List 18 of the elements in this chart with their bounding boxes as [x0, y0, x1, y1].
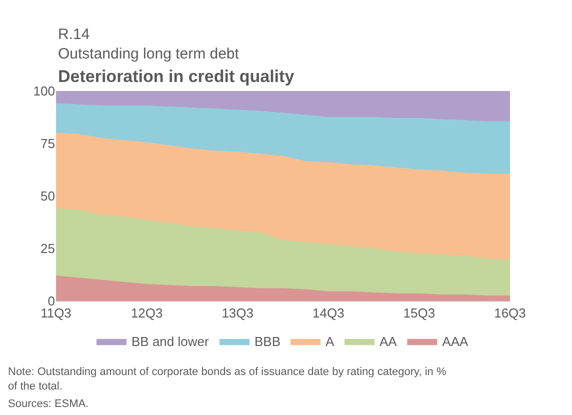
chart-subtitle: R.14 Outstanding long term debt [58, 26, 240, 62]
x-tick-label: 12Q3 [130, 306, 163, 321]
y-tick-label: 100 [33, 84, 55, 99]
x-tick-label: 15Q3 [403, 306, 436, 321]
y-tick-label: 75 [40, 136, 55, 152]
legend-label: BBB [254, 334, 281, 350]
x-tick-label: 13Q3 [222, 306, 254, 321]
x-tick-label: 14Q3 [312, 306, 344, 321]
legend-label: BB and lower [132, 334, 210, 350]
source-note: Sources: ESMA. [8, 398, 89, 410]
y-tick-label: 50 [40, 188, 55, 204]
legend-label: AAA [442, 334, 469, 350]
x-tick-label: 16Q3 [494, 306, 526, 321]
legend-label: AA [380, 334, 398, 350]
text: Note: Outstanding amount of corporate bonds as of issuance date by rating category, in % of the total. [8, 366, 446, 392]
legend-label: A [326, 334, 335, 350]
y-tick-label: 25 [40, 241, 55, 256]
chart-title: Deterioration in credit quality [58, 67, 295, 86]
